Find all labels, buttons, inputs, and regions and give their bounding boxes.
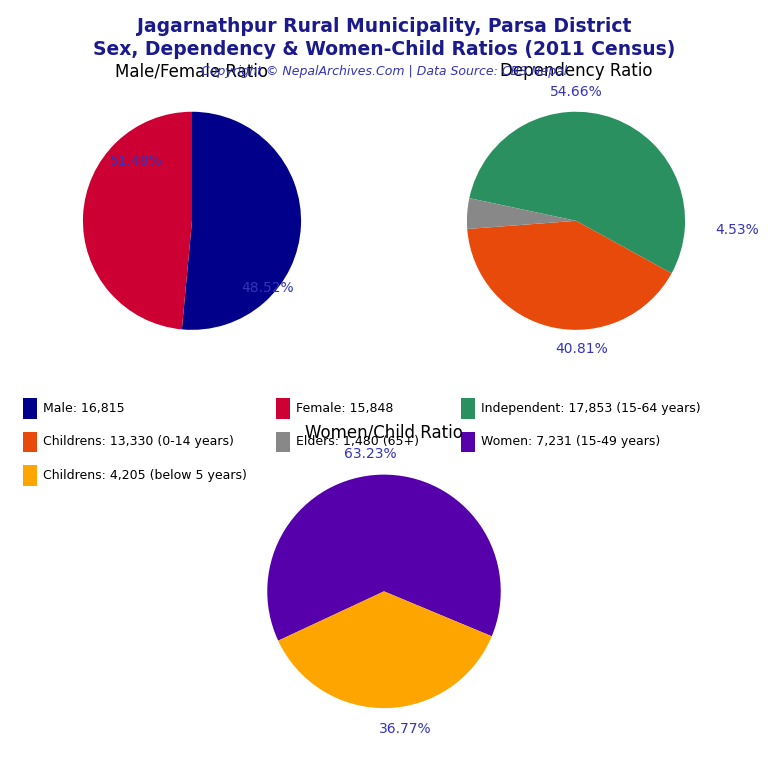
Wedge shape [83,111,192,329]
Text: Sex, Dependency & Women-Child Ratios (2011 Census): Sex, Dependency & Women-Child Ratios (20… [93,40,675,59]
Text: Childrens: 13,330 (0-14 years): Childrens: 13,330 (0-14 years) [43,435,234,449]
Text: Women: 7,231 (15-49 years): Women: 7,231 (15-49 years) [481,435,660,449]
Title: Male/Female Ratio: Male/Female Ratio [115,62,269,80]
Text: 48.52%: 48.52% [241,281,293,296]
Wedge shape [182,111,301,329]
Text: 54.66%: 54.66% [550,85,602,99]
Wedge shape [467,198,576,229]
Text: Childrens: 4,205 (below 5 years): Childrens: 4,205 (below 5 years) [43,469,247,482]
Title: Dependency Ratio: Dependency Ratio [500,62,652,80]
Text: Copyright © NepalArchives.Com | Data Source: CBS Nepal: Copyright © NepalArchives.Com | Data Sou… [201,65,567,78]
Text: 36.77%: 36.77% [379,722,432,736]
Text: 40.81%: 40.81% [555,343,607,356]
Text: Female: 15,848: Female: 15,848 [296,402,394,415]
Title: Women/Child Ratio: Women/Child Ratio [305,423,463,441]
Wedge shape [469,112,685,273]
Text: Independent: 17,853 (15-64 years): Independent: 17,853 (15-64 years) [481,402,700,415]
Text: Jagarnathpur Rural Municipality, Parsa District: Jagarnathpur Rural Municipality, Parsa D… [137,17,631,36]
Wedge shape [267,475,501,641]
Text: 4.53%: 4.53% [716,223,760,237]
Wedge shape [278,591,492,708]
Wedge shape [467,221,671,329]
Text: 51.48%: 51.48% [110,154,163,168]
Text: 63.23%: 63.23% [343,447,396,461]
Text: Male: 16,815: Male: 16,815 [43,402,124,415]
Text: Elders: 1,480 (65+): Elders: 1,480 (65+) [296,435,419,449]
